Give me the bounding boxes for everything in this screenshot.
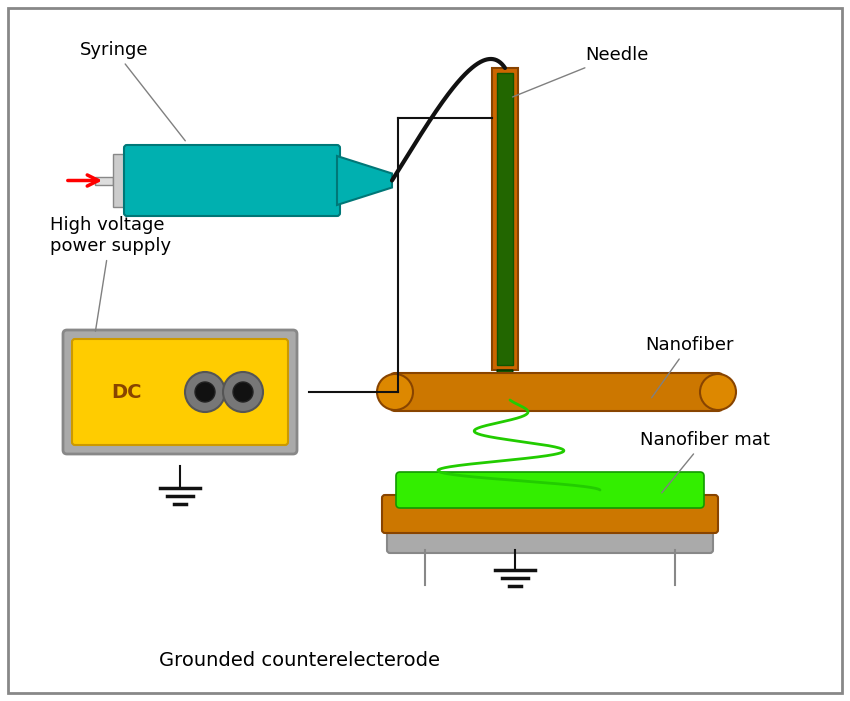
Circle shape xyxy=(195,382,215,402)
Text: High voltage
power supply: High voltage power supply xyxy=(50,216,171,332)
FancyBboxPatch shape xyxy=(382,495,718,533)
Text: DC: DC xyxy=(111,383,142,402)
Circle shape xyxy=(233,382,253,402)
FancyBboxPatch shape xyxy=(390,373,723,411)
Text: Needle: Needle xyxy=(513,46,649,97)
FancyBboxPatch shape xyxy=(72,339,288,445)
FancyBboxPatch shape xyxy=(387,527,713,553)
Circle shape xyxy=(185,372,225,412)
Bar xyxy=(113,154,127,207)
Circle shape xyxy=(700,374,736,410)
Text: Syringe: Syringe xyxy=(80,41,185,141)
Bar xyxy=(95,177,113,184)
Text: Nanofiber mat: Nanofiber mat xyxy=(640,431,770,493)
Circle shape xyxy=(377,374,413,410)
FancyBboxPatch shape xyxy=(63,330,297,454)
Bar xyxy=(497,73,513,365)
FancyBboxPatch shape xyxy=(124,145,340,216)
Text: Nanofiber: Nanofiber xyxy=(645,336,734,397)
Polygon shape xyxy=(497,370,513,398)
Polygon shape xyxy=(337,156,392,205)
FancyBboxPatch shape xyxy=(396,472,704,508)
Circle shape xyxy=(223,372,263,412)
Text: Grounded counterelecterode: Grounded counterelecterode xyxy=(160,651,440,669)
Bar xyxy=(492,68,518,370)
